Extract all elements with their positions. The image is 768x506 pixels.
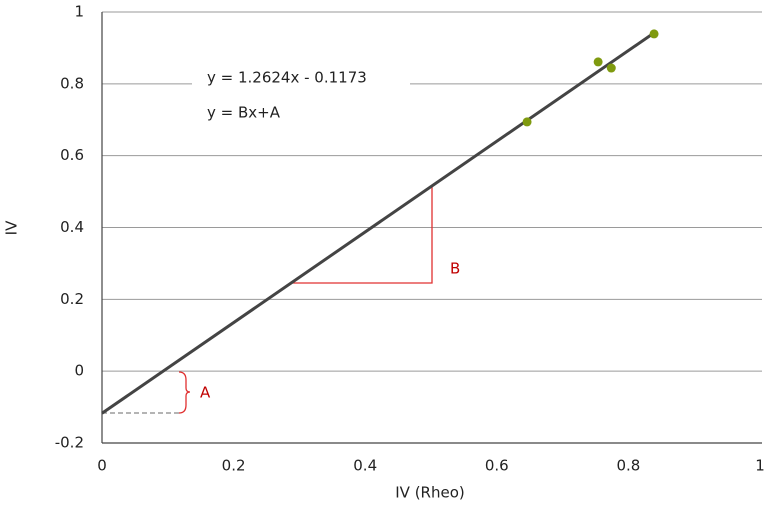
fit-line (101, 33, 653, 415)
x-tick-label: 0.8 (616, 457, 640, 475)
slope-label: B (450, 260, 460, 278)
general-equation: y = Bx+A (207, 104, 281, 122)
x-tick-label: 0.6 (485, 457, 509, 475)
marks (101, 29, 659, 415)
label-background (192, 70, 410, 88)
x-axis-label: IV (Rheo) (395, 484, 465, 502)
y-tick-label: 0.6 (60, 146, 84, 164)
intercept-label: A (200, 384, 211, 402)
y-tick-label: 0.4 (60, 218, 84, 236)
y-tick-label: 0 (74, 362, 84, 380)
y-tick-label: -0.2 (55, 434, 84, 452)
data-point (522, 117, 532, 127)
data-point (606, 63, 616, 73)
y-axis-label: IV (3, 220, 21, 235)
x-tick-label: 0.4 (353, 457, 377, 475)
data-point (593, 57, 603, 67)
y-tick-label: 0.8 (60, 74, 84, 92)
intercept-brace (178, 371, 191, 414)
x-tick-label: 0 (97, 457, 107, 475)
equation: y = 1.2624x - 0.1173 (207, 69, 367, 87)
y-tick-label: 1 (74, 3, 84, 21)
slope-triangle (292, 186, 433, 284)
data-point (649, 29, 659, 39)
y-tick-label: 0.2 (60, 290, 84, 308)
x-tick-label: 0.2 (222, 457, 246, 475)
slope-intercept-guides (102, 186, 433, 414)
x-tick-label: 1 (755, 457, 765, 475)
